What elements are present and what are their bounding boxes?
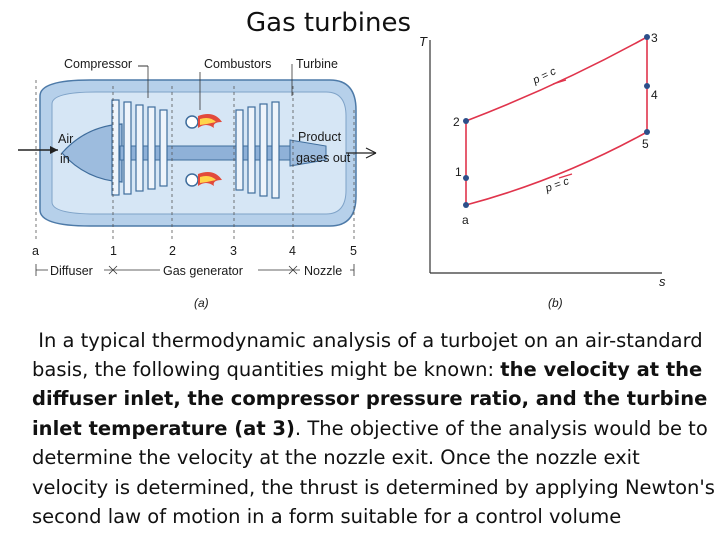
state-point-2 [463,118,469,124]
engine-schematic: Compressor Combustors Turbine Air in Pro… [18,57,377,310]
station-lines [35,80,355,242]
label-nozzle: Nozzle [304,264,342,278]
station-1: 1 [110,244,117,258]
page-title: Gas turbines [246,8,412,38]
body-paragraph: In a typical thermodynamic analysis of a… [32,326,716,532]
label-gases-out: gases out [296,151,351,165]
station-3: 3 [230,244,237,258]
state-label-1: 1 [455,165,462,179]
state-points [463,34,650,208]
label-compressor: Compressor [64,57,132,71]
state-label-5: 5 [642,137,649,151]
label-diffuser: Diffuser [50,264,93,278]
turbine-blades [235,101,280,199]
label-turbine: Turbine [296,57,338,71]
state-point-5 [644,129,650,135]
state-label-2: 2 [453,115,460,129]
shaft [119,145,297,161]
paragraph-intro: In a typical thermodynamic analysis of a… [32,328,709,381]
turbojet-figure: Compressor Combustors Turbine Air in Pro… [18,31,666,310]
ts-diagram: T s 3 4 2 5 1 a p = c p = c (b) [419,31,666,310]
s-axis-label: s [659,274,666,289]
label-gas-generator: Gas generator [163,264,243,278]
label-in: in [60,152,70,166]
state-point-3 [644,34,650,40]
state-point-1 [463,175,469,181]
state-point-4 [644,83,650,89]
tail-cone [289,139,327,167]
state-label-4: 4 [651,88,658,102]
caption-b: (b) [548,296,563,310]
station-a: a [32,244,39,258]
compressor-blades [111,99,168,196]
station-5: 5 [350,244,357,258]
label-combustors: Combustors [204,57,271,71]
paragraph-bold: the velocity at the diffuser inlet, the … [32,357,708,440]
label-product: Product [298,130,342,144]
state-label-3: 3 [651,31,658,45]
state-point-a [463,202,469,208]
paragraph-rest: . The objective of the analysis would be… [32,416,715,528]
station-2: 2 [169,244,176,258]
combustor-flames [185,114,222,187]
station-4: 4 [289,244,296,258]
t-axis-label: T [419,34,428,49]
state-label-a: a [462,213,469,227]
caption-a: (a) [194,296,209,310]
label-air: Air [58,132,73,146]
